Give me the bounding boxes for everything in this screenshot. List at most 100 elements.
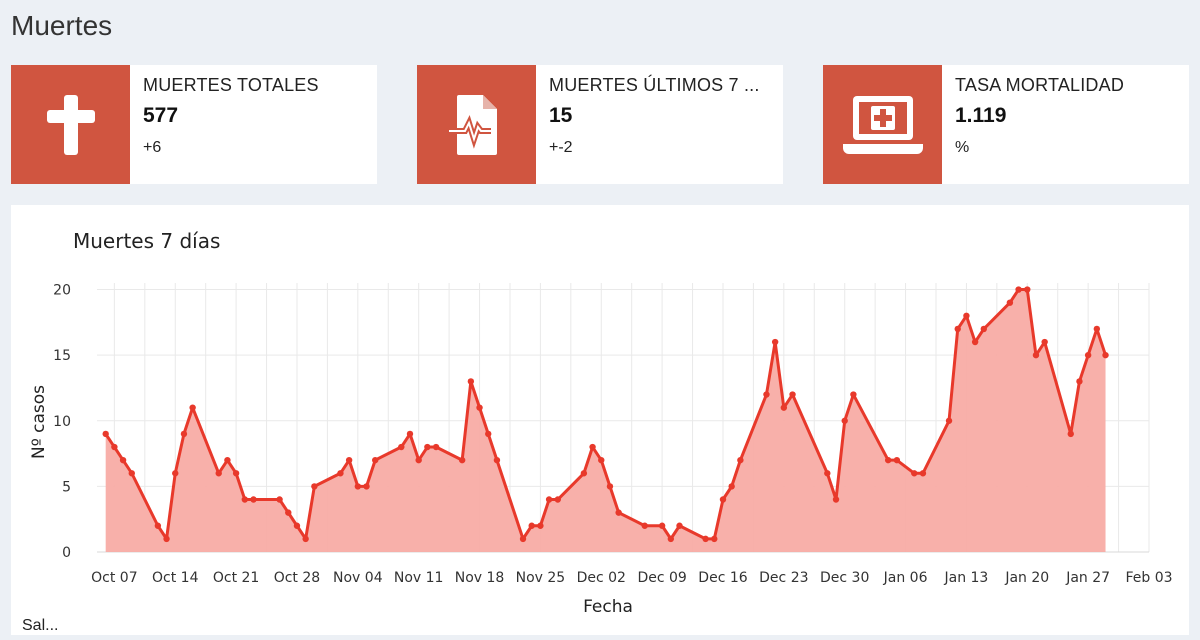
- data-point[interactable]: [954, 325, 961, 333]
- info-box-value: 577: [143, 104, 179, 127]
- data-point[interactable]: [919, 470, 927, 477]
- data-point[interactable]: [363, 483, 370, 490]
- chart-title: Muertes 7 días: [73, 229, 220, 253]
- data-point[interactable]: [945, 417, 953, 424]
- x-tick-label: Dec 02: [577, 570, 626, 586]
- data-point[interactable]: [476, 404, 483, 411]
- data-point[interactable]: [824, 470, 831, 477]
- data-point[interactable]: [676, 522, 683, 529]
- data-point[interactable]: [641, 522, 648, 529]
- x-tick-label: Jan 13: [943, 570, 988, 586]
- data-point[interactable]: [119, 456, 127, 464]
- data-point[interactable]: [302, 535, 309, 543]
- data-point[interactable]: [232, 470, 240, 477]
- medical-file-icon: [448, 94, 497, 155]
- data-point[interactable]: [841, 417, 848, 424]
- data-point[interactable]: [293, 522, 301, 529]
- data-point[interactable]: [458, 456, 466, 464]
- data-point[interactable]: [1006, 299, 1014, 306]
- data-point[interactable]: [1093, 325, 1101, 333]
- data-point[interactable]: [1102, 351, 1109, 359]
- data-point[interactable]: [832, 496, 840, 503]
- data-point[interactable]: [702, 535, 709, 543]
- data-point[interactable]: [771, 338, 779, 346]
- data-point[interactable]: [971, 338, 979, 346]
- data-point[interactable]: [102, 430, 109, 438]
- data-point[interactable]: [345, 456, 353, 464]
- data-point[interactable]: [554, 496, 561, 503]
- page-title: Muertes: [11, 10, 113, 41]
- data-point[interactable]: [224, 456, 231, 464]
- data-point[interactable]: [424, 443, 431, 451]
- data-point[interactable]: [276, 496, 283, 503]
- data-point[interactable]: [615, 509, 622, 516]
- data-point[interactable]: [111, 443, 118, 451]
- data-point[interactable]: [537, 522, 544, 529]
- data-point[interactable]: [285, 509, 292, 516]
- data-point[interactable]: [528, 522, 535, 529]
- data-point[interactable]: [241, 496, 249, 503]
- data-point[interactable]: [667, 535, 675, 543]
- info-box-label: MUERTES ÚLTIMOS 7 ...: [549, 75, 760, 95]
- y-tick-label: 10: [53, 414, 71, 430]
- data-point[interactable]: [728, 483, 735, 490]
- info-box-deaths-7-days: MUERTES ÚLTIMOS 7 ... 15 +-2: [417, 65, 783, 184]
- x-tick-label: Oct 07: [91, 570, 137, 586]
- data-point[interactable]: [493, 456, 501, 464]
- data-point[interactable]: [172, 470, 179, 477]
- data-point[interactable]: [980, 325, 988, 333]
- data-point[interactable]: [485, 430, 492, 438]
- data-point[interactable]: [1024, 286, 1031, 293]
- data-point[interactable]: [311, 483, 318, 490]
- deaths-7-days-chart[interactable]: Muertes 7 días Oct 07 Oct 14 Oct 21 Oct 28 N…: [11, 205, 1189, 635]
- data-point[interactable]: [372, 456, 379, 464]
- data-point[interactable]: [1015, 286, 1022, 293]
- data-point[interactable]: [763, 391, 770, 398]
- series-line: [104, 288, 1107, 541]
- x-tick-label: Dec 09: [637, 570, 686, 586]
- x-axis-ticks: Oct 07 Oct 14 Oct 21 Oct 28 Nov 04 Nov 11 Nov …: [91, 570, 1172, 586]
- info-box-icon: [417, 65, 536, 184]
- chart-panel: Muertes 7 días Oct 07 Oct 14 Oct 21 Oct 28 N…: [11, 205, 1189, 635]
- data-point[interactable]: [1084, 351, 1092, 359]
- data-point[interactable]: [467, 378, 475, 385]
- data-point[interactable]: [1041, 338, 1048, 346]
- data-point[interactable]: [606, 483, 614, 490]
- data-point[interactable]: [189, 404, 196, 411]
- data-point[interactable]: [180, 430, 188, 438]
- data-point[interactable]: [1076, 378, 1083, 385]
- y-tick-label: 5: [62, 479, 71, 495]
- data-point[interactable]: [719, 496, 727, 503]
- data-point[interactable]: [354, 483, 362, 490]
- data-point[interactable]: [580, 470, 588, 477]
- data-point[interactable]: [893, 456, 901, 464]
- data-point[interactable]: [1067, 430, 1074, 438]
- data-point[interactable]: [711, 535, 718, 543]
- data-point[interactable]: [337, 470, 344, 477]
- data-point[interactable]: [598, 456, 605, 464]
- data-point[interactable]: [589, 443, 596, 451]
- data-point[interactable]: [780, 404, 788, 411]
- info-box-icon: [11, 65, 130, 184]
- data-point[interactable]: [963, 312, 970, 320]
- data-point[interactable]: [789, 391, 796, 398]
- data-point[interactable]: [911, 470, 918, 477]
- data-point[interactable]: [250, 496, 257, 503]
- data-point[interactable]: [415, 456, 422, 464]
- data-point[interactable]: [519, 535, 527, 543]
- data-point[interactable]: [658, 522, 666, 529]
- data-point[interactable]: [850, 391, 857, 398]
- x-tick-label: Nov 11: [394, 570, 444, 586]
- data-point[interactable]: [406, 430, 414, 438]
- data-point[interactable]: [432, 443, 440, 451]
- data-point[interactable]: [215, 470, 222, 477]
- data-point[interactable]: [398, 443, 405, 451]
- data-point[interactable]: [128, 470, 135, 477]
- data-point[interactable]: [154, 522, 162, 529]
- data-point[interactable]: [545, 496, 553, 503]
- data-point[interactable]: [163, 535, 170, 543]
- data-point[interactable]: [884, 456, 892, 464]
- info-box-icon: [823, 65, 942, 184]
- data-point[interactable]: [737, 456, 744, 464]
- data-point[interactable]: [1032, 351, 1040, 359]
